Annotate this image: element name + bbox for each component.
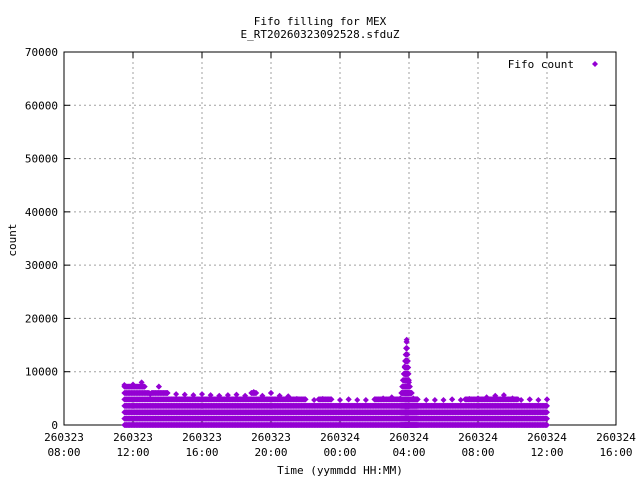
- y-axis-ticks: 0 10000 20000 30000 40000 50000 60000 70000: [25, 46, 616, 432]
- x-tick-label-date: 260323: [251, 431, 291, 444]
- x-tick-label-time: 12:00: [116, 446, 149, 459]
- y-tick-label: 50000: [25, 153, 58, 166]
- data-point: [404, 351, 411, 358]
- data-point: [423, 396, 430, 403]
- y-tick-label: 20000: [25, 312, 58, 325]
- data-point: [268, 390, 274, 397]
- x-tick-label-date: 260324: [458, 431, 498, 444]
- data-point: [354, 396, 361, 403]
- x-tick-label-date: 260323: [182, 431, 222, 444]
- data-point: [526, 396, 533, 403]
- x-axis-ticks: 260323 08:00 260323 12:00 260323 16:00 260323 2…: [44, 52, 636, 459]
- data-point: [199, 391, 205, 398]
- data-point: [253, 390, 260, 397]
- x-tick-label-time: 16:00: [599, 446, 632, 459]
- grid: [64, 52, 616, 425]
- x-tick-label-time: 08:00: [47, 446, 80, 459]
- x-axis-label: Time (yymmdd HH:MM): [277, 464, 403, 477]
- y-tick-label: 30000: [25, 259, 58, 272]
- y-tick-label: 70000: [25, 46, 58, 59]
- data-point: [535, 396, 542, 403]
- x-tick-label-time: 08:00: [461, 446, 494, 459]
- data-point: [408, 390, 415, 397]
- data-point: [406, 383, 413, 390]
- chart-title: Fifo filling for MEX: [254, 15, 387, 28]
- y-axis-label: count: [6, 223, 19, 256]
- x-tick-label-time: 20:00: [254, 446, 287, 459]
- x-tick-label-date: 260324: [527, 431, 567, 444]
- data-point: [404, 358, 411, 365]
- x-tick-label-time: 12:00: [530, 446, 563, 459]
- data-point: [141, 383, 148, 390]
- x-tick-label-date: 260323: [113, 431, 153, 444]
- x-tick-label-time: 00:00: [323, 446, 356, 459]
- data-point: [311, 396, 318, 403]
- x-tick-label-date: 260324: [596, 431, 636, 444]
- data-point: [449, 396, 456, 403]
- x-tick-label-time: 04:00: [392, 446, 425, 459]
- y-tick-label: 0: [51, 419, 58, 432]
- x-tick-label-date: 260323: [44, 431, 84, 444]
- x-tick-label-date: 260324: [320, 431, 360, 444]
- data-point: [431, 396, 438, 403]
- data-point: [337, 396, 343, 403]
- data-point: [457, 396, 464, 403]
- data-point: [404, 345, 411, 352]
- y-tick-label: 60000: [25, 99, 58, 112]
- data-point: [173, 391, 180, 398]
- legend-marker: [592, 61, 598, 67]
- y-tick-label: 40000: [25, 206, 58, 219]
- x-tick-label-time: 16:00: [185, 446, 218, 459]
- x-tick-label-date: 260324: [389, 431, 429, 444]
- data-points: [121, 336, 550, 428]
- chart-subtitle: E_RT20260323092528.sfduZ: [241, 28, 400, 41]
- data-point: [362, 396, 369, 403]
- legend: Fifo count: [508, 58, 598, 71]
- data-point: [440, 396, 447, 403]
- data-point: [345, 396, 352, 403]
- data-point: [544, 396, 550, 403]
- legend-label: Fifo count: [508, 58, 574, 71]
- data-point: [405, 370, 412, 377]
- y-tick-label: 10000: [25, 366, 58, 379]
- data-point: [155, 383, 162, 390]
